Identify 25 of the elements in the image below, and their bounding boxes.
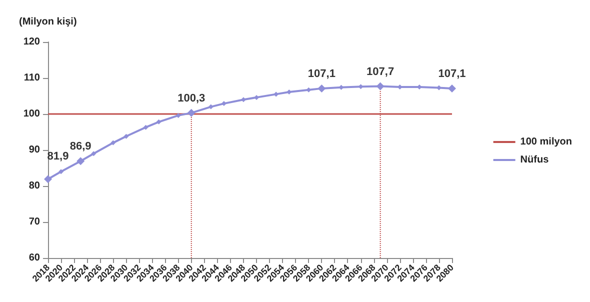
point	[143, 124, 148, 130]
y-tick-label: 110	[24, 72, 40, 84]
y-tick-label: 90	[28, 144, 40, 156]
y-tick-label: 100	[23, 108, 40, 120]
y-tick-label: 120	[23, 36, 40, 48]
data-label: 107,1	[308, 68, 336, 80]
data-label: 107,7	[366, 66, 394, 78]
y-tick-label: 70	[28, 216, 40, 228]
data-label: 86,9	[70, 140, 92, 153]
data-label: 107,1	[438, 68, 466, 80]
point	[124, 134, 129, 139]
y-axis-title: (Milyon kişi)	[19, 16, 77, 28]
y-tick-label: 80	[28, 180, 40, 192]
point	[91, 151, 96, 156]
point	[274, 92, 279, 97]
legend-label: 100 milyon	[520, 136, 572, 148]
point	[110, 140, 116, 146]
point	[176, 112, 181, 118]
data-label: 100,3	[178, 92, 206, 104]
point	[156, 119, 162, 124]
y-tick-label: 60	[28, 252, 40, 264]
point	[58, 169, 64, 174]
point	[221, 101, 226, 106]
legend-label: Nüfus	[520, 154, 550, 166]
point	[208, 104, 214, 110]
